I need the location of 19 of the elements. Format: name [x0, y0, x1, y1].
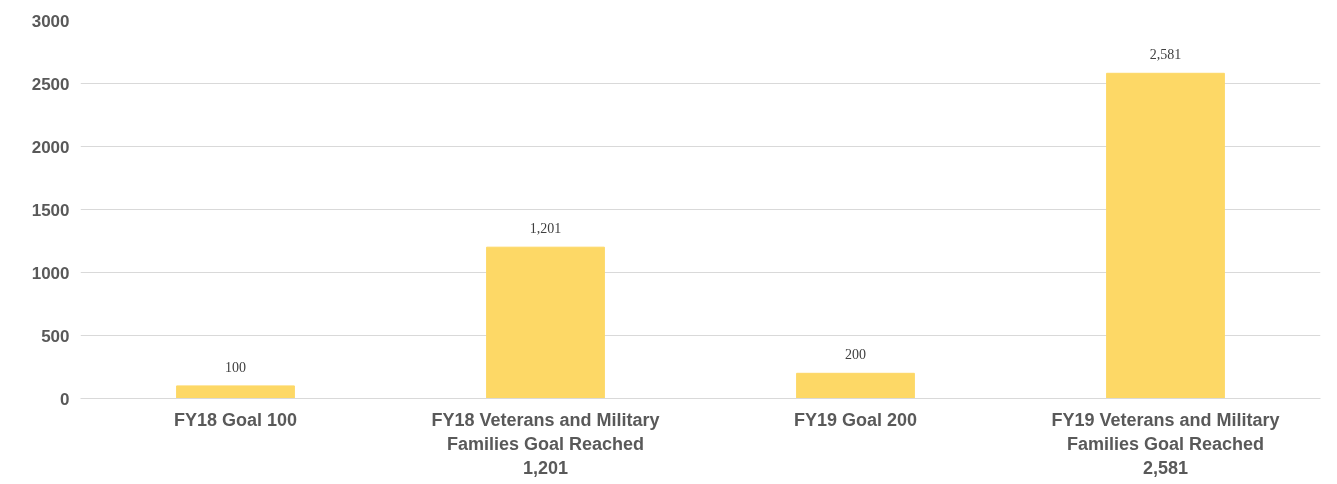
y-tick-label: 3000 [31, 11, 70, 31]
y-tick-label: 500 [41, 326, 70, 346]
bar [486, 246, 605, 399]
data-label: 200 [845, 347, 866, 363]
x-tick-label: FY18 Veterans and Military Families Goal Reached 1,201 [431, 409, 660, 478]
y-tick-label: 2000 [31, 137, 70, 157]
data-label: 1,201 [529, 221, 562, 237]
y-tick-label: 1500 [31, 200, 70, 220]
x-tick-label: FY19 Veterans and Military Families Goal Reached 2,581 [1051, 409, 1280, 478]
y-tick-label: 1000 [31, 263, 70, 283]
x-tick-label: FY19 Goal 200 [793, 409, 918, 430]
bar [1106, 72, 1225, 399]
y-tick-label: 0 [60, 389, 70, 409]
data-label: 100 [225, 359, 246, 375]
y-tick-label: 2500 [31, 74, 70, 94]
data-label: 2,581 [1149, 47, 1182, 63]
bar [796, 372, 915, 399]
x-tick-label: FY18 Goal 100 [173, 409, 298, 430]
bar [176, 385, 295, 399]
